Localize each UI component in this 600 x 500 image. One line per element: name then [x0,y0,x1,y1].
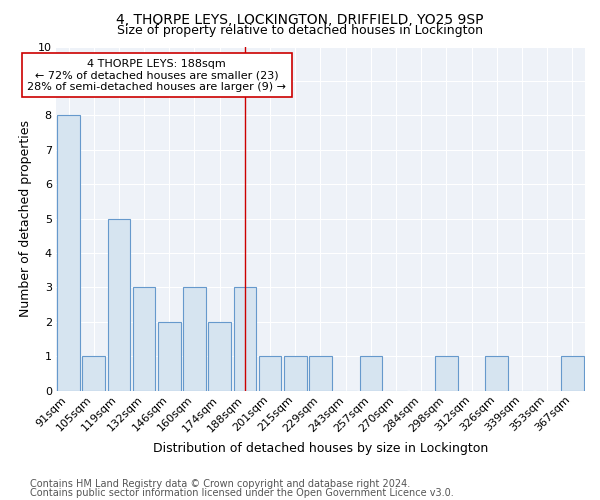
Text: Contains HM Land Registry data © Crown copyright and database right 2024.: Contains HM Land Registry data © Crown c… [30,479,410,489]
Bar [435,356,458,390]
Bar [359,356,382,390]
Text: 4 THORPE LEYS: 188sqm
← 72% of detached houses are smaller (23)
28% of semi-deta: 4 THORPE LEYS: 188sqm ← 72% of detached … [27,58,286,92]
Bar [133,288,155,391]
Y-axis label: Number of detached properties: Number of detached properties [19,120,32,317]
Bar [82,356,105,390]
Bar [107,218,130,390]
Bar [309,356,332,390]
Bar [183,288,206,391]
Bar [233,288,256,391]
Bar [57,116,80,390]
X-axis label: Distribution of detached houses by size in Lockington: Distribution of detached houses by size … [153,442,488,455]
Text: Contains public sector information licensed under the Open Government Licence v3: Contains public sector information licen… [30,488,454,498]
Bar [158,322,181,390]
Bar [561,356,584,390]
Bar [485,356,508,390]
Text: 4, THORPE LEYS, LOCKINGTON, DRIFFIELD, YO25 9SP: 4, THORPE LEYS, LOCKINGTON, DRIFFIELD, Y… [116,12,484,26]
Bar [208,322,231,390]
Bar [259,356,281,390]
Text: Size of property relative to detached houses in Lockington: Size of property relative to detached ho… [117,24,483,37]
Bar [284,356,307,390]
